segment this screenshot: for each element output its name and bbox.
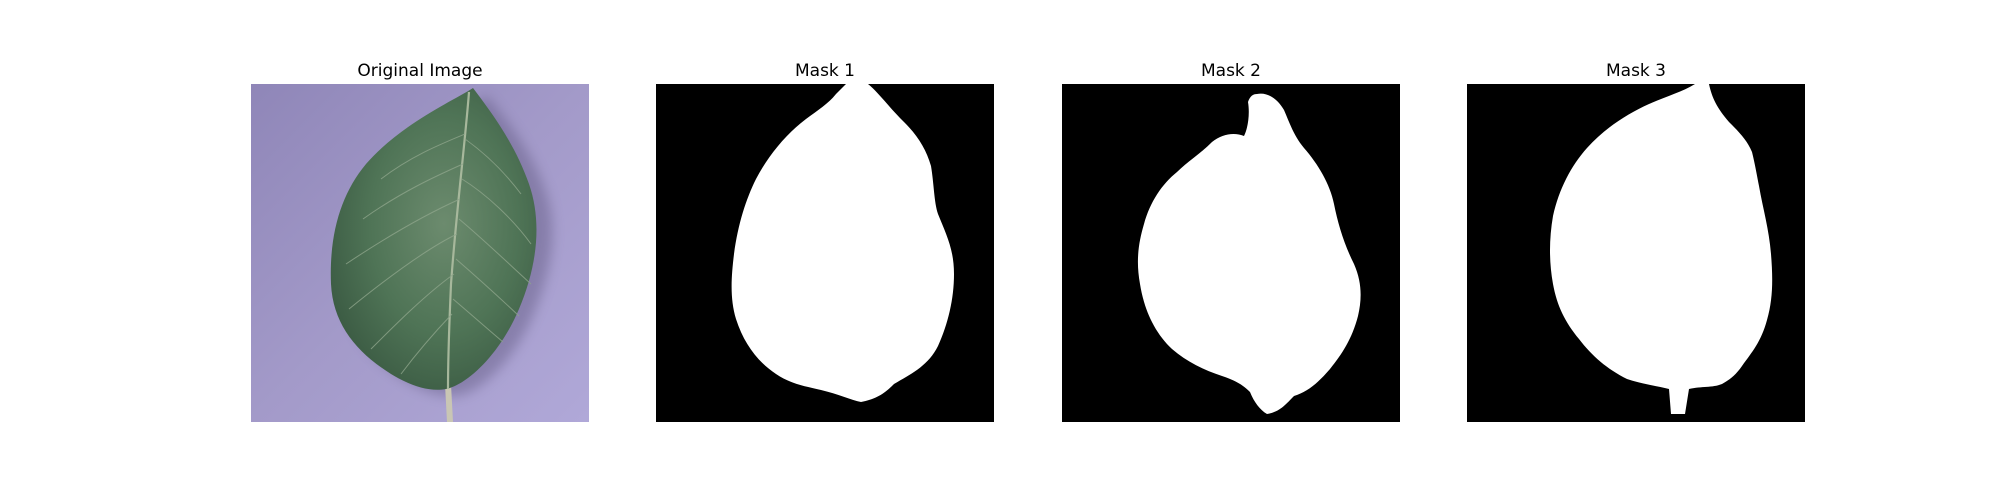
panel-original-image: Original Image xyxy=(251,58,589,422)
mask-3-image xyxy=(1467,84,1805,422)
original-leaf-photo xyxy=(251,84,589,422)
panel-mask-1: Mask 1 xyxy=(656,58,994,422)
mask-1-region xyxy=(731,84,954,402)
panel-title: Original Image xyxy=(357,61,483,81)
leaf-photo-image xyxy=(251,84,589,422)
mask-2-svg xyxy=(1062,84,1400,422)
leaf-shape xyxy=(330,88,537,390)
mask-1-image xyxy=(656,84,994,422)
panel-title: Mask 1 xyxy=(794,61,855,81)
panel-mask-3: Mask 3 xyxy=(1467,58,1805,422)
mask-1-svg xyxy=(656,84,994,422)
mask-3-region xyxy=(1550,84,1773,414)
panel-title: Mask 2 xyxy=(1200,61,1261,81)
mask-2-region xyxy=(1137,93,1361,414)
panel-mask-2: Mask 2 xyxy=(1062,58,1400,422)
mask-3-svg xyxy=(1467,84,1805,422)
panel-title: Mask 3 xyxy=(1605,61,1666,81)
mask-2-image xyxy=(1062,84,1400,422)
